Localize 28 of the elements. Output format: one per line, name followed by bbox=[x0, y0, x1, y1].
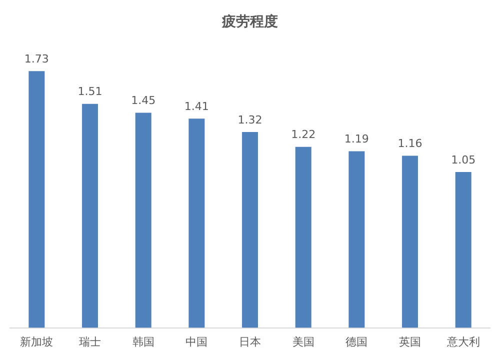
data-label: 1.19 bbox=[344, 132, 369, 146]
bar bbox=[188, 118, 205, 328]
data-label: 1.22 bbox=[291, 128, 316, 142]
data-label: 1.45 bbox=[131, 94, 156, 108]
bar bbox=[455, 172, 472, 328]
x-tick-label: 德国 bbox=[346, 335, 368, 348]
chart-title: 疲劳程度 bbox=[221, 13, 278, 30]
x-tick-label: 日本 bbox=[239, 335, 261, 348]
data-label: 1.05 bbox=[451, 153, 476, 166]
x-tick-label: 韩国 bbox=[132, 335, 154, 348]
data-label: 1.51 bbox=[78, 85, 102, 98]
data-label: 1.32 bbox=[238, 113, 262, 126]
bar bbox=[348, 151, 365, 328]
data-label: 1.73 bbox=[24, 52, 49, 66]
data-label: 1.16 bbox=[398, 137, 422, 150]
bar bbox=[135, 112, 152, 328]
x-tick-label: 瑞士 bbox=[79, 335, 101, 348]
x-tick-label: 新加坡 bbox=[20, 335, 54, 348]
x-tick-label: 美国 bbox=[292, 335, 314, 348]
bar bbox=[28, 71, 45, 328]
x-tick-label: 意大利 bbox=[446, 335, 480, 348]
bar bbox=[242, 132, 258, 328]
bar bbox=[295, 146, 312, 328]
x-tick-label: 英国 bbox=[399, 335, 421, 348]
data-label: 1.41 bbox=[184, 100, 209, 114]
bar bbox=[82, 104, 98, 328]
x-tick-label: 中国 bbox=[186, 335, 208, 348]
bar bbox=[402, 156, 418, 328]
